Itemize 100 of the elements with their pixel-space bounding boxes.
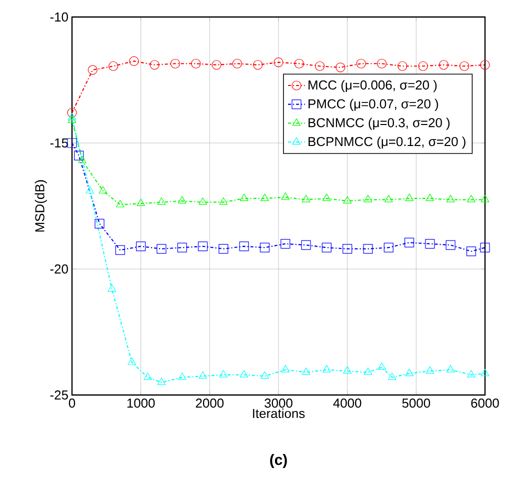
point xyxy=(426,194,434,201)
point xyxy=(74,150,84,160)
point xyxy=(129,56,139,66)
point xyxy=(78,156,87,164)
point xyxy=(68,112,76,120)
point xyxy=(67,138,77,148)
point xyxy=(280,239,290,249)
x-tick-label: 1000 xyxy=(127,398,155,408)
point xyxy=(356,58,366,68)
point xyxy=(426,366,434,374)
y-axis-title: MSD(dB) xyxy=(34,180,47,232)
point xyxy=(364,194,372,202)
point xyxy=(198,371,207,379)
point xyxy=(405,368,414,376)
point xyxy=(240,194,248,201)
point xyxy=(157,378,166,385)
point xyxy=(144,372,152,380)
point xyxy=(302,368,310,375)
point xyxy=(88,65,98,75)
point xyxy=(68,116,76,123)
legend-label: BCPNMCC (μ=0.12, σ=20 ) xyxy=(308,136,466,149)
point xyxy=(198,197,207,205)
point xyxy=(376,58,387,68)
point xyxy=(108,284,116,292)
point xyxy=(425,239,435,249)
point xyxy=(446,240,456,250)
point xyxy=(467,370,476,378)
point xyxy=(260,194,269,201)
point xyxy=(198,242,208,252)
point xyxy=(322,365,331,372)
point xyxy=(212,60,222,70)
point xyxy=(322,194,331,201)
point xyxy=(128,357,136,365)
point xyxy=(178,372,186,380)
point xyxy=(384,242,394,252)
point xyxy=(232,58,242,68)
point xyxy=(322,242,332,252)
point xyxy=(67,108,77,118)
point xyxy=(219,197,228,205)
point xyxy=(98,186,108,194)
legend-label: BCNMCC (μ=0.3, σ=20 ) xyxy=(308,118,450,130)
point xyxy=(343,366,352,374)
point xyxy=(418,61,428,71)
point xyxy=(480,60,490,70)
point xyxy=(281,192,290,200)
point xyxy=(178,196,186,204)
legend-label: MCC (μ=0.006, σ=20 ) xyxy=(308,80,437,92)
point xyxy=(219,370,228,378)
point xyxy=(156,244,166,254)
point xyxy=(480,194,490,202)
point xyxy=(115,245,125,255)
x-tick-label: 2000 xyxy=(196,398,224,408)
point xyxy=(384,194,393,202)
point xyxy=(378,362,386,370)
point xyxy=(302,194,310,202)
point xyxy=(294,58,304,68)
text: (c) xyxy=(270,454,287,468)
point xyxy=(191,58,201,68)
point xyxy=(466,246,476,256)
x-axis-title: Iterations xyxy=(253,408,305,418)
point xyxy=(260,371,269,379)
point xyxy=(136,242,146,252)
point xyxy=(480,368,490,376)
point xyxy=(94,218,104,228)
point xyxy=(404,238,414,248)
point xyxy=(177,242,187,252)
point xyxy=(446,365,455,372)
point xyxy=(253,60,263,70)
point xyxy=(281,365,290,372)
x-tick-label: 0 xyxy=(68,398,76,408)
point xyxy=(136,198,146,206)
point xyxy=(301,240,311,250)
point xyxy=(398,61,408,71)
point xyxy=(170,58,180,68)
y-tick-label: -20 xyxy=(50,264,68,274)
point xyxy=(467,194,476,202)
point xyxy=(363,244,373,254)
point xyxy=(336,62,346,72)
x-tick-label: 5000 xyxy=(402,398,430,408)
point xyxy=(108,61,118,71)
point xyxy=(480,242,490,252)
point xyxy=(438,60,448,70)
point xyxy=(446,194,455,202)
point xyxy=(315,61,325,71)
point xyxy=(260,242,270,252)
point xyxy=(218,244,228,254)
point xyxy=(405,194,414,201)
point xyxy=(364,368,372,375)
point xyxy=(116,200,124,208)
point xyxy=(274,58,284,68)
legend-label: PMCC (μ=0.07, σ=20 ) xyxy=(308,98,438,111)
point xyxy=(342,244,352,254)
point xyxy=(157,197,166,205)
point xyxy=(460,61,470,71)
x-tick-label: 6000 xyxy=(471,398,499,408)
y-tick-label: -25 xyxy=(50,390,68,400)
point xyxy=(343,196,352,204)
point xyxy=(150,60,160,70)
point xyxy=(86,186,94,194)
point xyxy=(240,370,248,378)
